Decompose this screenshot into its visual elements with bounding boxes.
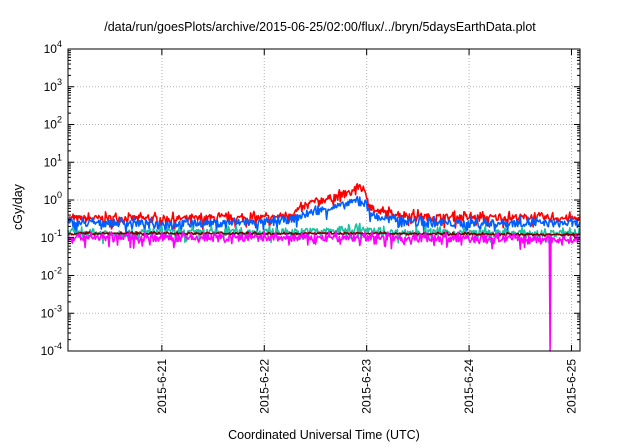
- y-tick-label: 10-1: [41, 228, 62, 245]
- series-line-4: [67, 230, 581, 352]
- series-line-3: [67, 231, 581, 237]
- series-line-1: [67, 195, 581, 235]
- y-tick-label: 10-3: [41, 303, 62, 320]
- y-tick-label: 10-4: [41, 341, 62, 358]
- y-axis-label: cGy/day: [11, 184, 25, 230]
- y-tick-label: 100: [44, 190, 62, 207]
- x-tick-label: 2015-6-22: [257, 359, 271, 414]
- x-tick-label: 2015-6-23: [360, 359, 374, 414]
- x-axis-label: Coordinated Universal Time (UTC): [228, 428, 420, 442]
- y-tick-label: 104: [44, 39, 62, 56]
- y-tick-label: 103: [44, 77, 62, 94]
- chart-title: /data/run/goesPlots/archive/2015-06-25/0…: [104, 20, 536, 34]
- y-tick-label: 10-2: [41, 266, 62, 283]
- x-axis-ticks: 2015-6-21 2015-6-22 2015-6-23 2015-6-24 2015…: [155, 49, 578, 414]
- series-group: [67, 183, 581, 352]
- y-axis-ticks: 10-4 10-3 10-2 10-1 100 101 102 103 104: [41, 39, 580, 358]
- y-tick-label: 102: [44, 115, 62, 132]
- x-tick-label: 2015-6-25: [564, 359, 578, 414]
- y-tick-label: 101: [44, 152, 62, 169]
- series-line-0: [67, 183, 581, 231]
- x-tick-label: 2015-6-24: [462, 359, 476, 414]
- x-tick-label: 2015-6-21: [155, 359, 169, 414]
